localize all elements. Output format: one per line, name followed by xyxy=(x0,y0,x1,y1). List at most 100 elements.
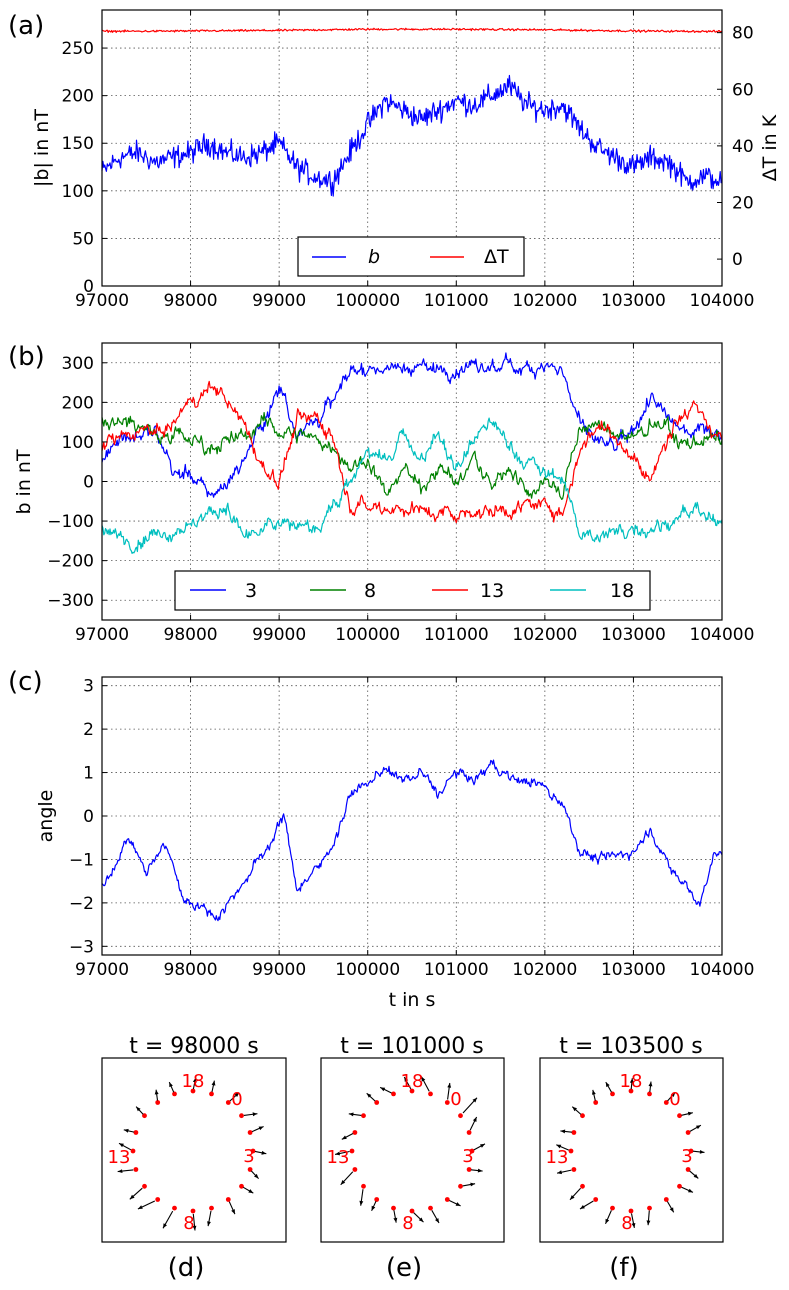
ring-arrow-head xyxy=(472,1097,477,1103)
ring-arrow-head xyxy=(572,1106,577,1112)
ring-dot xyxy=(190,1088,196,1094)
ring-arrow-head xyxy=(340,1180,346,1185)
ring-arrow-head xyxy=(605,1218,610,1224)
ring-dot xyxy=(133,1167,139,1172)
ring-dot xyxy=(250,1148,256,1154)
ring-dot xyxy=(225,1197,231,1202)
ring-dot xyxy=(155,1197,161,1202)
ring-dot xyxy=(444,1100,450,1105)
panel-f-title: t = 103500 s xyxy=(559,1034,702,1059)
ring-arrow-head xyxy=(123,1128,129,1133)
panel-d: t = 98000 s 18 0 3 8 13 (d) xyxy=(101,1034,287,1283)
ring-dot xyxy=(428,1091,433,1097)
ring-arrow-head xyxy=(699,1150,705,1154)
panel-d-title: t = 98000 s xyxy=(129,1034,259,1059)
ring-arrow-head xyxy=(670,1092,676,1097)
ring-dot xyxy=(628,1088,634,1094)
panel-e: t = 101000 s 18 0 3 8 13 (e) xyxy=(320,1034,505,1283)
x-tick-label: 101000 xyxy=(424,291,489,311)
panel-b-label: (b) xyxy=(8,342,45,372)
y-tick-label: −300 xyxy=(47,591,94,611)
ring-arrow-head xyxy=(366,1093,372,1098)
ring-arrow-head xyxy=(421,1076,426,1082)
ring-arrow-head xyxy=(560,1129,566,1134)
y-tick-label: −3 xyxy=(69,937,94,957)
ring-dot xyxy=(142,1183,147,1189)
ring-arrow-head xyxy=(169,1082,173,1088)
x-tick-label: 97000 xyxy=(75,291,129,311)
ring-index-label: 0 xyxy=(231,1089,242,1110)
ring-dot xyxy=(190,1208,196,1214)
ring-arrow-head xyxy=(119,1143,124,1148)
ring-dot xyxy=(352,1130,358,1135)
ring-dot xyxy=(209,1091,214,1097)
panel-a-label: (a) xyxy=(8,11,44,41)
ring-dot xyxy=(610,1205,615,1211)
ring-dot xyxy=(155,1100,161,1105)
series-line-18 xyxy=(101,417,723,555)
ring-arrow-head xyxy=(477,1168,483,1173)
ring-arrow-head xyxy=(605,1082,610,1088)
y2-tick-label: 60 xyxy=(732,80,754,100)
legend-18-label: 18 xyxy=(610,580,634,602)
ring-arrow-head xyxy=(207,1221,211,1227)
y-tick-label: 150 xyxy=(62,134,94,154)
x-tick-label: 103000 xyxy=(601,960,666,980)
panel-d-frame xyxy=(101,1057,287,1243)
ring-dot xyxy=(466,1167,472,1172)
panel-b: (b) 97000 98000 99000 100000 101000 102000 103… xyxy=(8,342,754,645)
ring-dot xyxy=(239,1113,244,1119)
ring-dot xyxy=(391,1091,396,1097)
x-tick-label: 102000 xyxy=(512,625,577,645)
ring-arrow-head xyxy=(404,1077,409,1082)
legend-8-label: 8 xyxy=(364,580,376,602)
x-tick-label: 98000 xyxy=(164,960,218,980)
ring-arrow-head xyxy=(254,1173,259,1179)
ring-dot xyxy=(571,1130,577,1135)
ring-arrow-head xyxy=(371,1205,376,1211)
x-tick-label: 101000 xyxy=(424,625,489,645)
ring-dot xyxy=(142,1113,147,1119)
ring-index-label: 13 xyxy=(546,1147,569,1168)
ring-dot xyxy=(391,1205,396,1211)
ring-arrow-head xyxy=(234,1092,240,1097)
y-tick-label: 200 xyxy=(62,393,94,413)
x-tick-label: 99000 xyxy=(252,625,306,645)
ring-dot xyxy=(374,1197,380,1202)
ring-dot xyxy=(349,1148,355,1154)
ring-dot xyxy=(458,1113,463,1119)
ring-arrow-head xyxy=(687,1111,693,1116)
ring-dot xyxy=(593,1197,599,1202)
ring-arrow-head xyxy=(631,1223,636,1228)
ring-dot xyxy=(409,1208,415,1214)
ring-dot xyxy=(361,1113,366,1119)
ring-dot xyxy=(361,1183,366,1189)
ring-arrow-head xyxy=(592,1089,596,1095)
ring-index-label: 3 xyxy=(462,1146,473,1167)
ring-arrow-head xyxy=(341,1135,347,1140)
y-tick-label: 3 xyxy=(83,677,94,697)
ring-index-label: 18 xyxy=(620,1071,643,1092)
panel-f-frame xyxy=(539,1057,724,1243)
ring-dot xyxy=(469,1148,475,1154)
ring-dot xyxy=(593,1100,599,1105)
y2-tick-label: 0 xyxy=(732,250,743,270)
ring-dot xyxy=(374,1100,380,1105)
x-tick-label: 104000 xyxy=(690,960,755,980)
x-tick-label: 98000 xyxy=(164,291,218,311)
ring-arrow-head xyxy=(137,1205,143,1209)
panel-a-frame xyxy=(101,9,723,287)
ring-dot xyxy=(225,1100,231,1105)
ring-arrow-head xyxy=(261,1150,267,1155)
ring-arrow-head xyxy=(163,1223,167,1229)
ring-dot xyxy=(172,1091,177,1097)
y-tick-label: 100 xyxy=(62,433,94,453)
ring-dot xyxy=(172,1205,177,1211)
ring-dot xyxy=(688,1148,694,1154)
y-tick-label: 200 xyxy=(62,87,94,107)
ring-arrow-head xyxy=(447,1083,452,1088)
ring-arrow-head xyxy=(136,1106,141,1112)
legend-13-label: 13 xyxy=(480,580,504,602)
ring-arrow-head xyxy=(248,1189,254,1194)
x-tick-label: 101000 xyxy=(424,960,489,980)
